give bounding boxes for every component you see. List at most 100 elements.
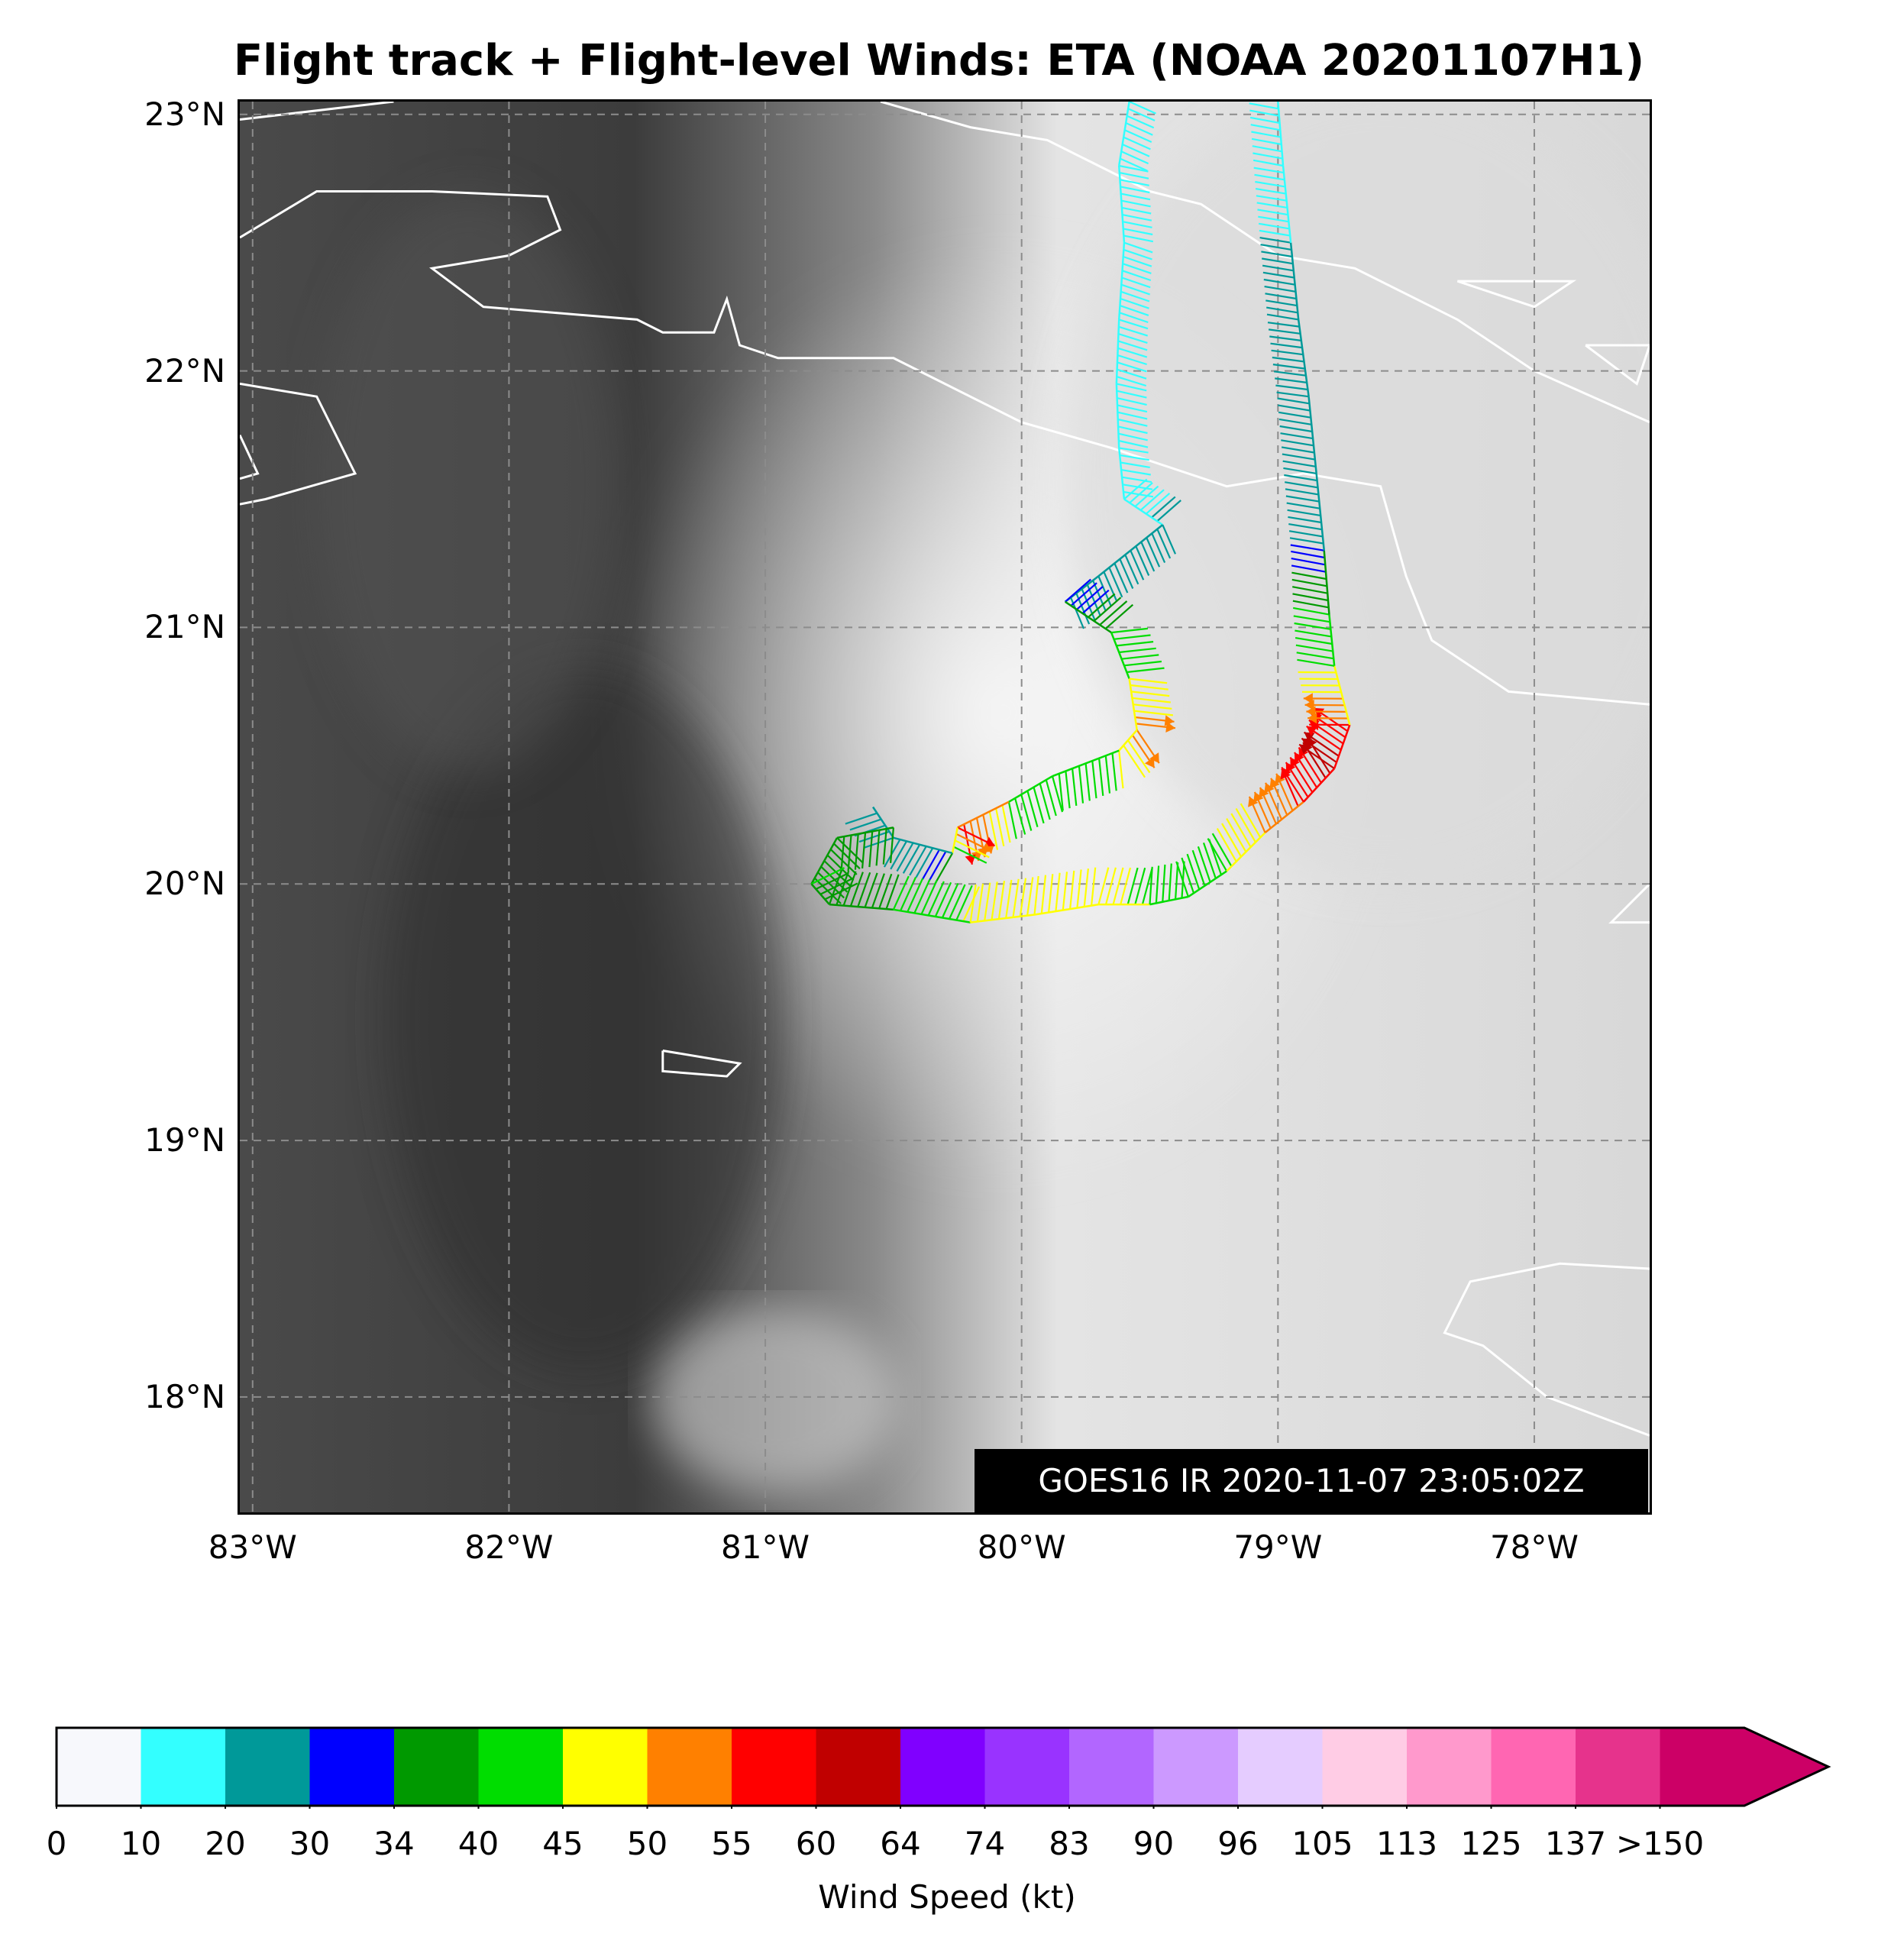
colorbar-bin (816, 1728, 901, 1806)
wind-barb (1005, 879, 1013, 919)
wind-barb (1117, 354, 1147, 366)
wind-barb (1119, 172, 1149, 180)
coastline (240, 190, 1650, 706)
wind-barb (1275, 384, 1308, 391)
lat-tick-label: 21°N (144, 608, 225, 646)
wind-barb (875, 830, 881, 866)
wind-barb (1121, 476, 1152, 484)
track-segment (1333, 665, 1351, 726)
wind-barb (1261, 251, 1293, 258)
wind-barb (1216, 828, 1237, 862)
wind-barb (1291, 578, 1327, 587)
wind-barb (1040, 875, 1047, 914)
wind-barb (1058, 773, 1064, 811)
track-segment (1117, 165, 1126, 243)
track-segment (836, 826, 894, 839)
wind-barb (976, 883, 984, 922)
wind-barb (811, 867, 845, 885)
wind-barb (1133, 703, 1172, 710)
wind-barb (1118, 333, 1148, 344)
wind-barb (1288, 516, 1322, 524)
wind-barb (1026, 877, 1034, 916)
map-canvas[interactable] (240, 102, 1650, 1512)
track-segment (951, 827, 959, 854)
wind-barb (1211, 833, 1233, 867)
wind-barb (829, 849, 858, 875)
wind-barb (1295, 637, 1333, 645)
wind-barb (1122, 214, 1152, 222)
wind-barb (1271, 349, 1304, 356)
lat-tick-label: 19°N (144, 1121, 225, 1160)
wind-barb (1151, 532, 1166, 564)
wind-barb (1132, 697, 1171, 703)
colorbar-bin (1069, 1728, 1154, 1806)
wind-barb (1112, 867, 1124, 905)
wind-barb (962, 886, 981, 922)
wind-barb (896, 842, 914, 872)
track-segment (1282, 165, 1292, 243)
wind-barb (1289, 537, 1324, 545)
wind-barb (1117, 361, 1147, 373)
wind-barb (1120, 297, 1149, 309)
wind-barb (913, 878, 931, 914)
wind-barb (1285, 495, 1320, 503)
wind-barb (1135, 545, 1150, 576)
wind-barb (953, 846, 987, 864)
wind-barb (1133, 710, 1174, 716)
wind-barb (1156, 500, 1181, 522)
wind-barb (1093, 597, 1122, 622)
wind-barb-pennant (1165, 721, 1175, 733)
wind-barb (847, 835, 852, 872)
track-segment (810, 837, 839, 885)
wind-barb (1118, 319, 1149, 330)
track-segment (1149, 895, 1189, 906)
wind-barb (1104, 867, 1117, 905)
wind-barb-pennant (1264, 782, 1275, 794)
wind-barb (1162, 864, 1166, 902)
colorbar-tick-label: 64 (880, 1825, 921, 1862)
wind-barb (1118, 432, 1148, 441)
wind-barb (1120, 283, 1150, 296)
track-segment (1123, 498, 1163, 526)
wind-barb (1278, 404, 1311, 412)
wind-barb (955, 885, 973, 921)
wind-barb (1249, 102, 1279, 110)
colorbar-tick-label: 125 (1460, 1825, 1522, 1862)
wind-barb (1249, 116, 1280, 125)
wind-barb (1116, 383, 1147, 392)
wind-barb (1283, 467, 1317, 474)
wind-barb (1162, 524, 1177, 555)
wind-barb (1207, 838, 1228, 872)
wind-barb (1026, 791, 1039, 827)
wind-barb (1267, 322, 1300, 328)
track-segment (1226, 832, 1266, 872)
wind-barb (1124, 554, 1139, 585)
wind-barb (1251, 137, 1282, 146)
wind-barb (817, 872, 845, 899)
track-segment (1115, 383, 1120, 448)
wind-barb (1088, 593, 1116, 618)
wind-barb (857, 872, 871, 907)
lat-tick-label: 20°N (144, 865, 225, 903)
wind-barb (949, 884, 966, 920)
colorbar-bin (563, 1728, 648, 1806)
wind-barb (1139, 489, 1165, 511)
wind-barb (1130, 550, 1145, 581)
coastline (240, 102, 394, 121)
wind-barb (1126, 115, 1155, 129)
wind-barb (871, 873, 885, 908)
map-panel[interactable] (238, 99, 1652, 1515)
colorbar-bin (1660, 1728, 1745, 1806)
colorbar-bin (984, 1728, 1070, 1806)
wind-barb (1120, 179, 1149, 186)
wind-barb (1230, 813, 1252, 848)
lat-tick-label: 18°N (144, 1377, 225, 1415)
wind-barb (1127, 739, 1151, 774)
wind-barb (1123, 228, 1153, 236)
wind-barb (1118, 164, 1149, 173)
wind-barb (1081, 589, 1110, 614)
wind-barb (1007, 801, 1017, 839)
wind-barb (954, 839, 990, 859)
wind-barb (1287, 509, 1321, 516)
wind-barb (1117, 397, 1147, 406)
